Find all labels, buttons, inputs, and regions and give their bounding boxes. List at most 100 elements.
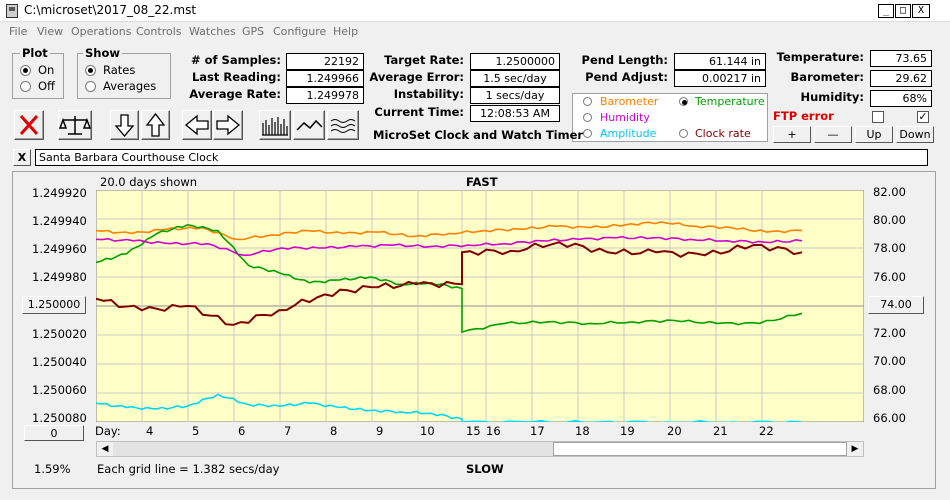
left-tick-0: 1.249920 [32,186,87,200]
instability-value: 1 secs/day [470,87,560,104]
scroll-thumb[interactable] [553,442,847,456]
show-averages-label: Averages [103,79,157,93]
arrow-up-button[interactable] [141,110,170,140]
clear-watch-button[interactable]: X [13,149,31,166]
day-tick-12: 20 [667,424,682,438]
menu-gps[interactable]: GPS [242,25,265,38]
app-name-label: MicroSet Clock and Watch Timer [373,128,584,142]
plot-on-radio[interactable] [20,65,31,76]
right-tick-0: 82.00 [873,185,906,199]
close-window-button[interactable]: X [912,4,930,18]
day-label: Day: [95,424,121,438]
stop-button[interactable] [14,110,44,140]
balance-button[interactable] [58,110,92,140]
arrow-left-button[interactable] [182,110,212,140]
zero-button[interactable]: 0 [24,425,84,441]
ftp-checkbox-2[interactable]: ✓ [917,110,929,123]
day-tick-13: 21 [713,424,728,438]
maximize-button[interactable]: □ [895,4,911,18]
menu-bar: File View Operations Controls Watches GP… [0,22,950,42]
arrow-down-button[interactable] [110,110,139,140]
ftp-checkbox-1[interactable] [872,111,884,123]
legend-clock-rate-radio[interactable] [679,129,688,138]
legend-temperature-radio[interactable] [679,97,688,106]
legend-amplitude-label: Amplitude [600,127,657,140]
line-graph-button[interactable] [293,110,325,140]
menu-configure[interactable]: Configure [273,25,327,38]
day-tick-1: 5 [192,424,200,438]
temperature-label: Temperature: [776,50,864,64]
balance-scale-icon [59,116,91,135]
arrow-left-icon [184,114,209,136]
minimize-button[interactable]: _ [878,4,894,18]
series-line-barometer [96,221,803,241]
menu-watches[interactable]: Watches [189,25,236,38]
legend-barometer-radio[interactable] [583,97,592,106]
center-temp-button[interactable]: 74.00 [868,296,924,314]
scroll-right-icon[interactable]: ▶ [851,444,859,454]
samples-value: 22192 [286,53,364,70]
menu-operations[interactable]: Operations [71,25,132,38]
day-tick-6: 10 [420,424,435,438]
menu-file[interactable]: File [9,25,28,38]
show-group: Show [77,46,171,99]
humidity-value: 68% [870,90,932,107]
center-rate-button[interactable]: 1.250000 [22,296,86,314]
legend-clock-rate-label: Clock rate [695,127,751,140]
arrow-down-icon [114,114,135,138]
menu-view[interactable]: View [37,25,64,38]
humidity-label: Humidity: [800,90,864,104]
up-button[interactable]: Up [855,126,893,143]
show-averages-radio[interactable] [85,81,96,92]
day-tick-11: 19 [620,424,635,438]
show-rates-label: Rates [103,63,136,77]
watch-name-field[interactable]: Santa Barbara Courthouse Clock [35,149,928,166]
graph-scrollbar[interactable]: ◀ ▶ [96,441,864,457]
legend-humidity-radio[interactable] [583,113,592,122]
current-time-value: 12:08:53 AM [470,105,560,122]
right-tick-8: 66.00 [873,411,906,425]
show-rates-radio[interactable] [85,65,96,76]
left-tick-7: 1.250060 [32,383,87,397]
minus-button[interactable]: — [814,126,852,143]
last-reading-label: Last Reading: [191,70,281,84]
left-tick-6: 1.250040 [32,355,87,369]
plus-button[interactable]: + [773,126,811,143]
right-tick-2: 78.00 [873,241,906,255]
left-tick-8: 1.250080 [32,411,87,425]
series-line-temperature [96,223,803,334]
instability-label: Instability: [393,87,464,101]
menu-controls[interactable]: Controls [136,25,182,38]
series-line-humidity [96,235,803,257]
legend-amplitude-radio[interactable] [583,129,592,138]
plot-off-radio[interactable] [20,81,31,92]
pend-length-value[interactable]: 61.144 in [674,53,766,70]
scroll-left-icon[interactable]: ◀ [101,444,109,454]
target-rate-value[interactable]: 1.2500000 [470,53,560,70]
right-tick-7: 68.00 [873,383,906,397]
show-group-label: Show [83,46,122,60]
target-rate-label: Target Rate: [384,53,464,67]
menu-help[interactable]: Help [333,25,359,38]
pend-adjust-value[interactable]: 0.00217 in [674,70,766,87]
left-tick-2: 1.249960 [32,242,87,256]
pend-adjust-label: Pend Adjust: [585,70,668,84]
day-tick-7: 15 [466,424,481,438]
arrow-right-button[interactable] [213,110,243,140]
window-title: C:\microset\2017_08_22.mst [24,3,197,17]
down-button[interactable]: Down [896,126,934,143]
average-error-value: 1.5 sec/day [470,70,560,87]
wave-graph-button[interactable] [327,110,359,140]
day-tick-3: 7 [284,424,292,438]
series-line-clock-rate [96,241,803,326]
plot-group-label: Plot [20,46,50,60]
plot-on-label: On [38,63,55,77]
day-tick-2: 6 [238,424,246,438]
percent-label: 1.59% [34,462,71,476]
right-tick-6: 70.00 [873,354,906,368]
left-tick-5: 1.250020 [32,327,87,341]
slow-label: SLOW [466,462,504,476]
bar-graph-button[interactable] [259,110,291,140]
scroll-track [113,442,553,456]
average-rate-label: Average Rate: [189,87,281,101]
